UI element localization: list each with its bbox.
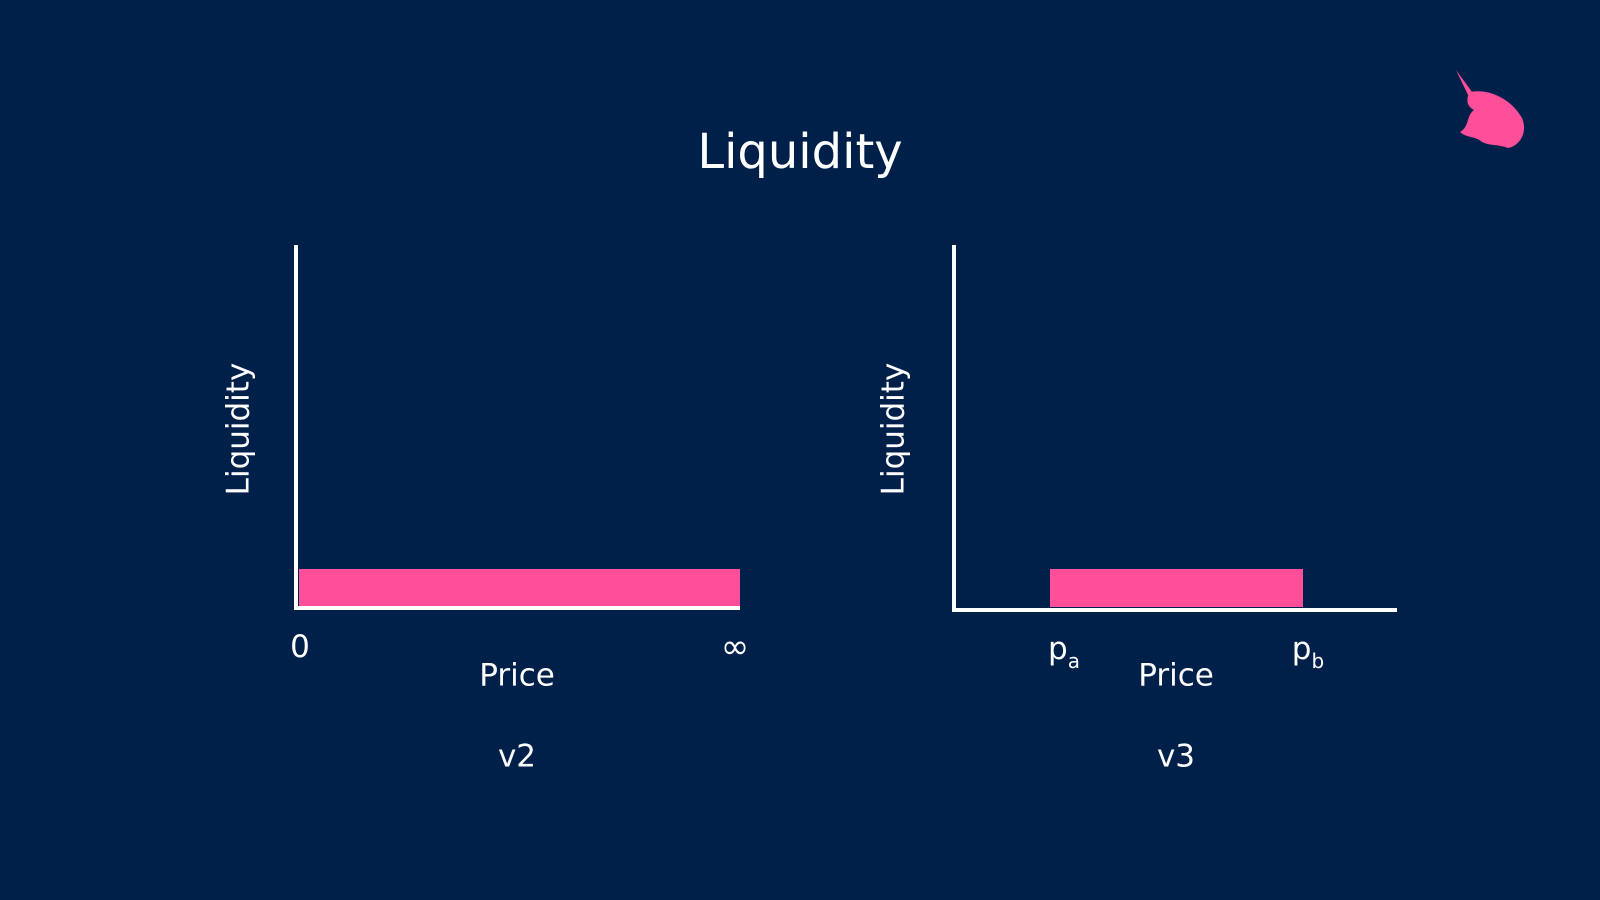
y-axis-label: Liquidity: [876, 363, 912, 496]
caption: v2: [498, 739, 536, 775]
tick-label: pb: [1292, 631, 1324, 673]
tick-label: 0: [290, 629, 310, 665]
x-axis-label: Price: [1138, 658, 1214, 694]
tick-subscript: a: [1068, 649, 1080, 673]
caption: v3: [1157, 739, 1195, 775]
y-axis-label: Liquidity: [221, 363, 257, 496]
tick-subscript: b: [1311, 649, 1324, 673]
tick-text: 0: [290, 629, 310, 665]
tick-text: ∞: [721, 627, 749, 667]
axes: [294, 245, 740, 610]
logo: [1456, 70, 1525, 148]
tick-text: p: [1292, 631, 1312, 667]
tick-label: ∞: [721, 627, 749, 667]
liquidity-bar: [299, 569, 740, 607]
x-axis-label: Price: [479, 658, 555, 694]
tick-label: pa: [1048, 631, 1080, 673]
tick-text: p: [1048, 631, 1068, 667]
axes: [952, 245, 1397, 612]
slide-title: Liquidity: [697, 124, 902, 180]
liquidity-bar: [1050, 569, 1303, 607]
